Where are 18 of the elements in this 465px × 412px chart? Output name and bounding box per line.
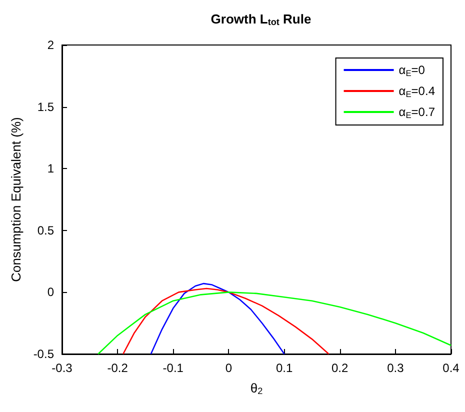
x-tick-label: 0.3 xyxy=(387,361,404,375)
y-axis-title: Consumption Equivalent (%) xyxy=(8,117,24,282)
x-tick-label: 0 xyxy=(225,361,232,375)
x-tick-label: 0.1 xyxy=(276,361,293,375)
x-tick-label: -0.3 xyxy=(52,361,73,375)
y-tick-label: 0 xyxy=(47,285,54,300)
line-series xyxy=(97,292,452,355)
y-tick-label: 1.5 xyxy=(37,100,54,114)
x-tick-label: -0.2 xyxy=(107,361,128,375)
x-tick-label: -0.1 xyxy=(162,361,184,375)
y-tick-label: 1 xyxy=(47,162,54,176)
line-series xyxy=(150,282,285,355)
y-tick-label: 0.5 xyxy=(37,223,54,238)
y-tick-label: 2 xyxy=(47,38,54,52)
y-tick-label: -0.5 xyxy=(33,347,54,361)
x-tick-label: 0.4 xyxy=(442,361,460,375)
x-tick-label: 0.2 xyxy=(332,361,349,375)
line-series xyxy=(122,288,330,355)
